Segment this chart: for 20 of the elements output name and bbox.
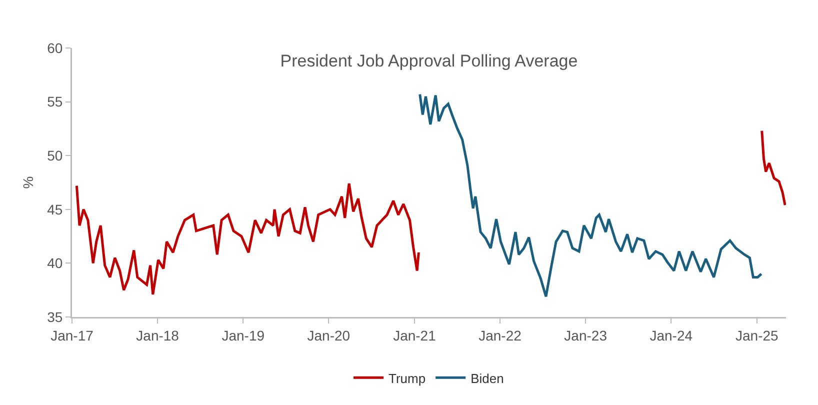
x-tick-label: Jan-23 — [564, 327, 608, 344]
y-tick-label: 55 — [47, 94, 63, 110]
x-tick-label: Jan-17 — [50, 327, 94, 344]
x-tick-label: Jan-22 — [478, 327, 522, 344]
y-axis-title: % — [20, 176, 36, 189]
x-tick-label: Jan-24 — [650, 327, 693, 344]
x-tick-label: Jan-20 — [307, 327, 350, 344]
x-tick-label: Jan-21 — [393, 327, 436, 344]
y-tick-label: 45 — [47, 201, 63, 218]
legend-label: Trump — [388, 370, 426, 386]
line-series — [418, 93, 763, 298]
y-tick-label: 60 — [47, 40, 63, 56]
legend-label: Biden — [470, 370, 504, 386]
y-tick-label: 35 — [47, 308, 63, 325]
chart-title: President Job Approval Polling Average — [280, 52, 578, 71]
x-tick-label: Jan-18 — [136, 327, 180, 344]
x-tick-label: Jan-19 — [222, 327, 265, 344]
y-tick-label: 40 — [47, 255, 63, 272]
y-tick-label: 50 — [47, 148, 63, 164]
x-tick-label: Jan-25 — [736, 327, 779, 344]
